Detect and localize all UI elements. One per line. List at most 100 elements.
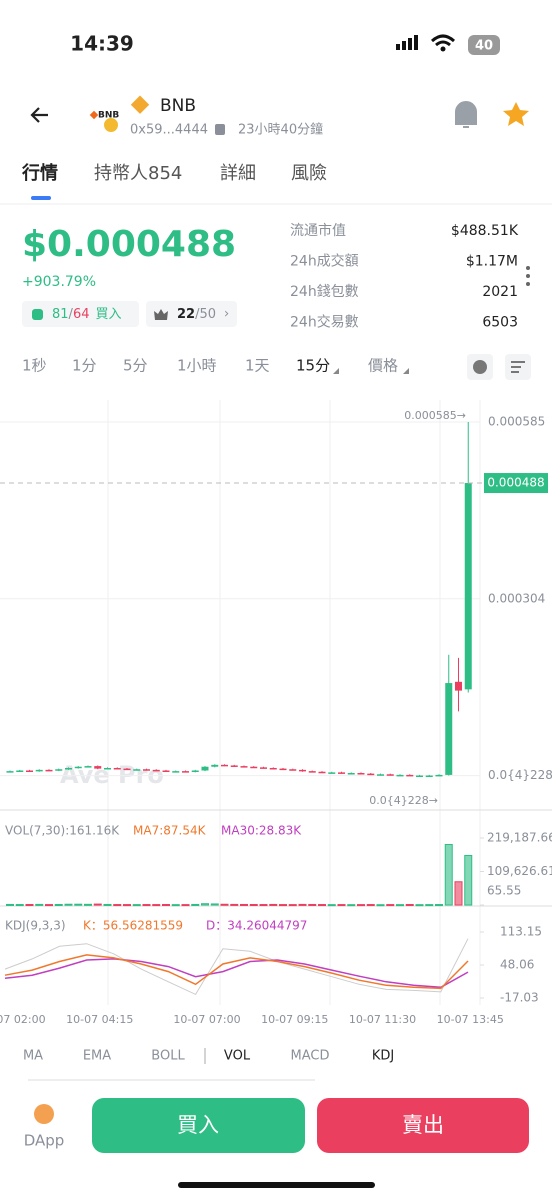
candle-body [221,764,228,767]
y-tick-label: 0.000304 [488,591,545,605]
dapp-icon[interactable] [34,1104,54,1124]
x-tick-label: 10-07 11:30 [349,1013,416,1026]
legend-entry: VOL(7,30):161.16K [5,824,120,838]
buy-button-label[interactable]: 買入 [177,1113,219,1137]
volume-bar [454,881,463,906]
dapp-label[interactable]: DApp [24,1132,65,1150]
volume-bar [464,854,473,906]
indicator[interactable]: MA [23,1049,43,1064]
volume-bar [113,904,122,907]
x-tick-label: 10-07 09:15 [261,1013,328,1026]
stat-label: 24h交易數 [290,314,359,331]
candle-body [113,767,121,770]
x-tick-label: 10-07 13:45 [437,1013,504,1026]
volume-bar [308,903,317,906]
volume-bar [123,904,131,907]
candle-body [45,769,53,772]
tab[interactable]: 持幣人854 [94,163,182,184]
tab[interactable]: 行情 [21,162,58,184]
buy-label: 買入 [95,307,121,322]
back-button[interactable] [30,107,48,123]
price-change: +903.79% [22,274,96,290]
volume-bar [444,843,453,906]
interval[interactable]: 價格 [368,357,398,375]
candle-body [26,770,33,772]
candle-body [182,771,189,773]
candle-body [143,769,150,771]
interval[interactable]: 15分 [296,357,330,375]
diamond [130,95,150,114]
trade-box [22,301,139,327]
kdj-line [4,938,469,996]
top-total: /50 [195,307,216,322]
indicator[interactable]: VOL [224,1049,251,1064]
volume-bar [171,904,180,907]
volume-bar [327,904,336,907]
candle-body [455,681,462,691]
candle-body [133,769,141,771]
volume-bar [415,904,424,907]
candle-body [416,775,423,778]
interval[interactable]: 1小時 [177,357,217,375]
volume-bar [35,903,44,906]
current-price-label: 0.000488 [487,476,544,490]
x-tick-label: 10-07 04:15 [66,1013,133,1026]
y-tick-label: -17.03 [500,991,539,1005]
candle-body [123,768,131,771]
trade-count: 81/64 買入 [52,307,122,322]
volume-bar [181,904,190,907]
candle-body [162,770,170,772]
candle-body [357,773,365,775]
kdj-line [4,954,469,990]
candle-body [230,765,238,767]
candle-body [201,766,209,771]
age: 23小時40分鐘 [238,122,323,138]
sell-button[interactable] [317,1098,529,1153]
tab[interactable]: 風險 [291,163,327,184]
candle-body [279,768,287,771]
volume-bar [6,903,14,906]
bell[interactable] [455,101,477,128]
interval[interactable]: 5分 [123,357,148,375]
candle-body [464,483,472,690]
buy-button[interactable] [92,1098,305,1153]
volume-bar [386,904,395,907]
candle-body [65,767,72,770]
volume-bar [142,904,151,907]
interval[interactable]: 1秒 [22,357,47,375]
indicator[interactable]: EMA [83,1049,111,1064]
volume-bar [210,903,219,906]
y-tick-label: 0.000585 [488,415,545,429]
stat-value: $1.17M [466,254,518,270]
bag-icon [32,309,43,320]
battery [468,35,500,55]
candle-body [104,767,111,770]
candle-body [367,773,375,776]
holders-box[interactable] [146,301,237,327]
candle-body [328,772,336,774]
dropdown-arrow [403,368,409,374]
volume-bar [84,903,92,906]
volume-bar [25,904,34,907]
indicator[interactable]: KDJ [372,1049,394,1064]
address[interactable]: 0x59...4444 [130,123,208,138]
tab-indicator [31,196,51,200]
annotation: 0.000585→ [404,409,466,422]
more[interactable] [526,266,530,286]
indicator[interactable]: BOLL [151,1049,185,1064]
interval[interactable]: 1天 [245,357,270,375]
volume-bar [318,904,326,907]
watermark: Ave Pro [60,761,164,789]
tab[interactable]: 詳細 [220,163,256,184]
indicator[interactable]: MACD [291,1049,330,1064]
chain-label: BNB [98,111,119,121]
star[interactable] [503,102,529,126]
clock: 14:39 [70,32,134,56]
volume-bar [93,903,102,906]
interval[interactable]: 1分 [72,357,97,375]
stat-value: 6503 [482,315,518,331]
copy-icon[interactable] [215,124,225,135]
dropdown-arrow [333,368,339,374]
sell-button-label[interactable]: 賣出 [402,1113,444,1137]
candle-body [250,766,258,769]
